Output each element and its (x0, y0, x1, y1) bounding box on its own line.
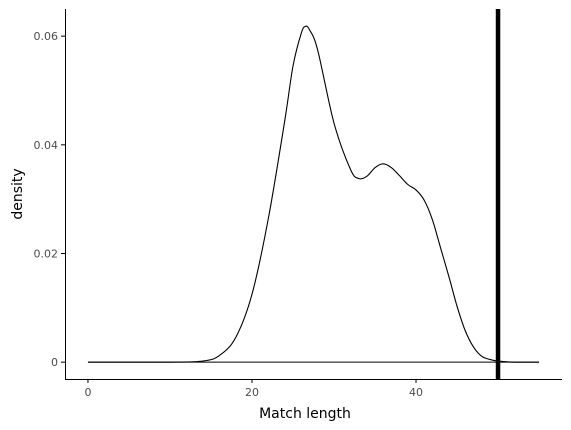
plot-panel: 0 0.02 0.04 0.06 0 20 40 (34, 9, 562, 399)
x-axis-title: Match length (259, 406, 351, 422)
series-layer (87, 25, 540, 363)
x-tick-label: 0 (84, 386, 91, 399)
y-axis-title: density (10, 168, 26, 219)
x-tick-label: 40 (409, 386, 423, 399)
y-tick-label: 0.06 (34, 30, 59, 43)
x-axis-ticks: 0 20 40 (84, 379, 423, 399)
y-axis-ticks: 0 0.02 0.04 0.06 (34, 30, 65, 369)
x-tick-label: 20 (245, 386, 259, 399)
y-tick-label: 0 (51, 356, 58, 369)
y-tick-label: 0.04 (34, 139, 59, 152)
y-tick-label: 0.02 (34, 247, 59, 260)
density-curve (87, 25, 540, 363)
